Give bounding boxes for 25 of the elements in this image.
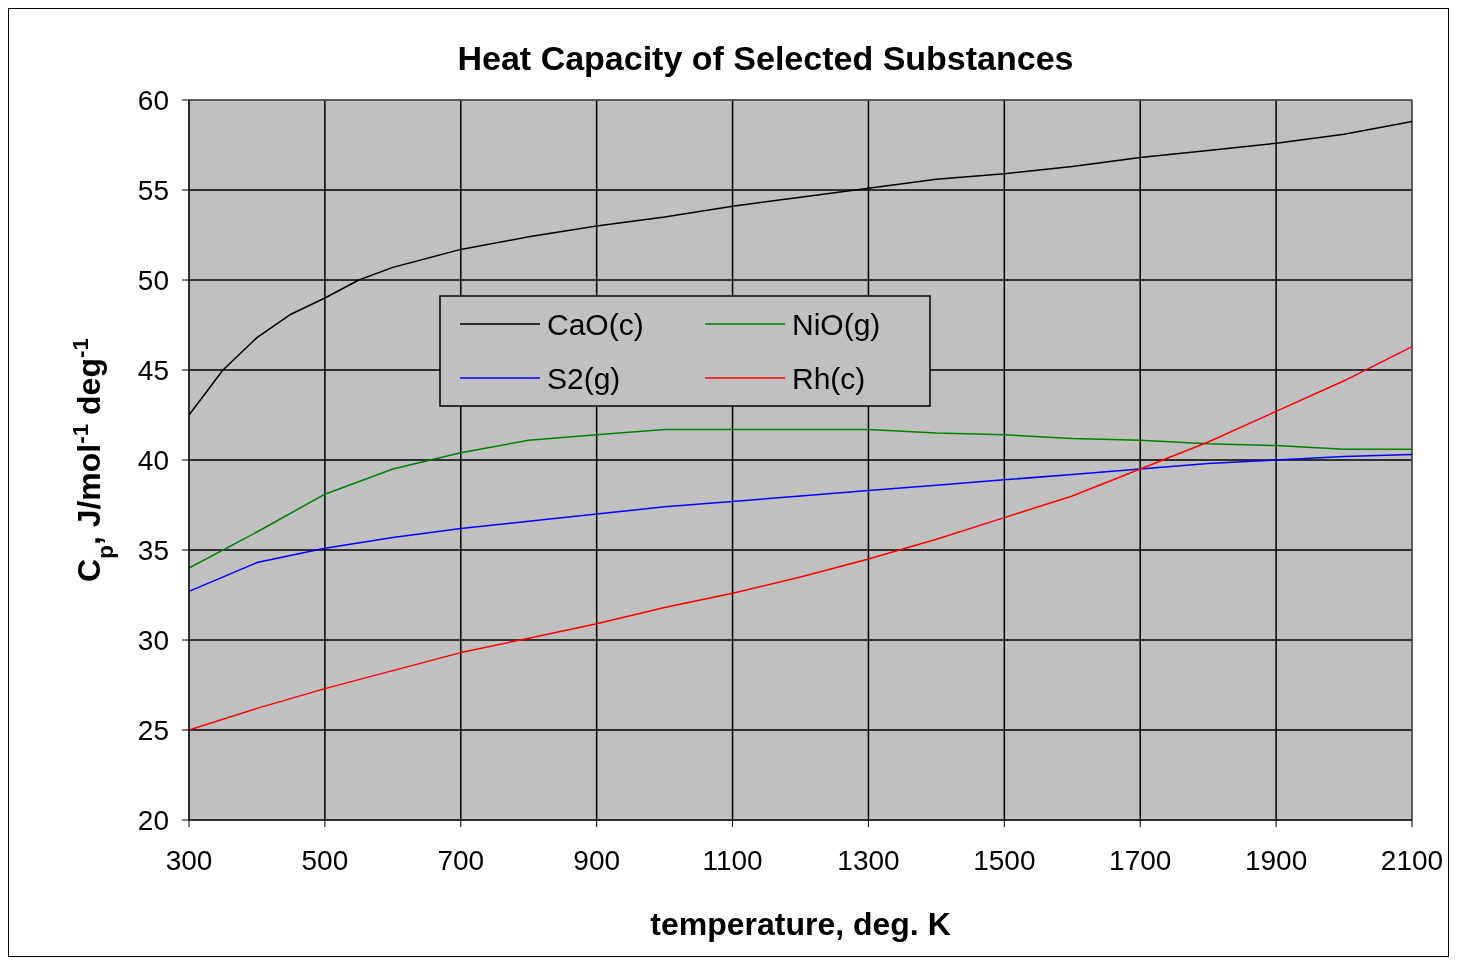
x-tick-label: 1300 — [837, 845, 900, 876]
y-tick-label: 50 — [137, 264, 169, 296]
legend-label: Rh(c) — [792, 361, 866, 395]
y-tick-label: 20 — [137, 804, 169, 836]
y-tick-label: 25 — [137, 714, 169, 746]
y-tick-label: 35 — [137, 534, 169, 566]
y-tick-label: 55 — [137, 174, 169, 206]
y-tick-label: 40 — [137, 444, 169, 476]
legend-label: S2(g) — [547, 361, 621, 395]
x-tick-label: 300 — [165, 845, 213, 876]
x-axis-title: temperature, deg. K — [650, 906, 951, 942]
legend-label: CaO(c) — [547, 307, 644, 341]
legend-label: NiO(g) — [792, 307, 881, 341]
y-tick-label: 45 — [137, 354, 169, 386]
x-tick-label: 1900 — [1244, 845, 1308, 876]
x-tick-label: 1500 — [973, 845, 1036, 876]
x-tick-label: 1700 — [1109, 845, 1172, 876]
x-tick-label: 2100 — [1380, 845, 1444, 876]
x-tick-label: 500 — [301, 845, 349, 876]
x-tick-label: 700 — [437, 845, 485, 876]
x-tick-label: 1100 — [702, 845, 763, 876]
y-tick-label: 60 — [137, 84, 169, 116]
chart-title: Heat Capacity of Selected Substances — [457, 39, 1074, 77]
x-tick-label: 900 — [573, 845, 621, 876]
y-tick-label: 30 — [137, 624, 169, 656]
